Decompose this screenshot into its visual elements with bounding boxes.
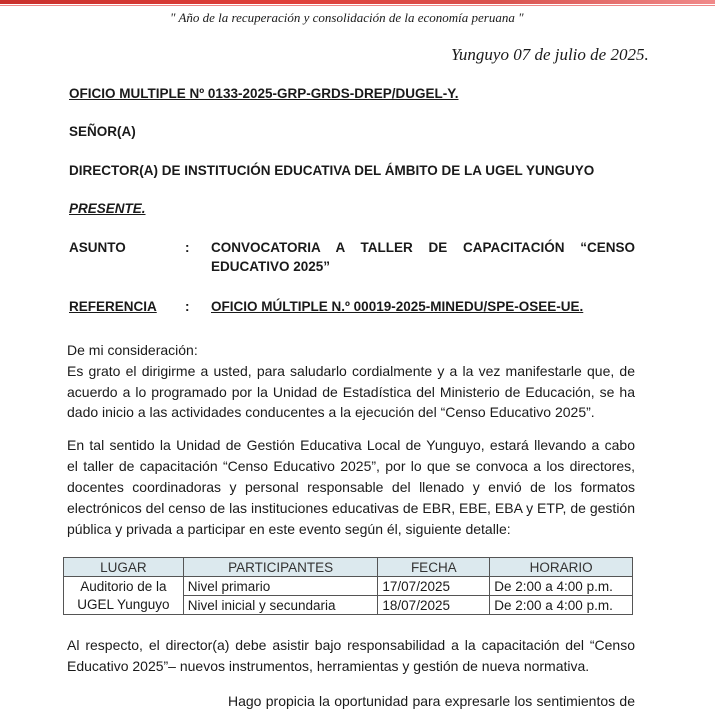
paragraph2-line: docentes coordinadoras y personal respon… [67, 479, 635, 495]
paragraph3-line: Educativo 2025”– nuevos instrumentos, he… [67, 658, 590, 674]
paragraph2-line: el taller de capacitación “Censo Educati… [67, 458, 635, 474]
asunto-sep: : [185, 240, 190, 255]
referencia-sep: : [185, 299, 190, 314]
date-line: Yunguyo 07 de julio de 2025. [451, 45, 649, 64]
asunto-line2: EDUCATIVO 2025” [211, 259, 331, 274]
paragraph2-line: En tal sentido la Unidad de Gestión Educ… [67, 437, 635, 453]
letterhead-line [0, 5, 715, 6]
recipient: DIRECTOR(A) DE INSTITUCIÓN EDUCATIVA DEL… [69, 163, 595, 178]
salutation: SEÑOR(A) [69, 124, 136, 139]
table-header-row: LUGAR PARTICIPANTES FECHA HORARIO [63, 557, 633, 577]
header-participantes: PARTICIPANTES [182, 557, 379, 577]
paragraph2-line: electrónicos del censo de las institucio… [67, 500, 635, 516]
table-row: Auditorio de la Nivel primario 17/07/202… [63, 576, 633, 596]
paragraph1-line: Es grato el dirigirme a usted, para salu… [67, 363, 635, 379]
header-fecha: FECHA [377, 557, 491, 577]
cell-lugar-line1: Auditorio de la [63, 576, 184, 596]
referencia-value: OFICIO MÚLTIPLE N.º 00019-2025-MINEDU/SP… [211, 299, 584, 314]
cell-fecha: 17/07/2025 [377, 576, 491, 596]
table-row: UGEL Yunguyo Nivel inicial y secundaria … [63, 595, 633, 615]
cell-horario: De 2:00 a 4:00 p.m. [489, 595, 633, 615]
presente: PRESENTE. [69, 201, 146, 216]
closing: Hago propicia la oportunidad para expres… [228, 693, 635, 709]
asunto-line1: CONVOCATORIA A TALLER DE CAPACITACIÓN “C… [211, 240, 635, 255]
cell-lugar-line2: UGEL Yunguyo [63, 595, 184, 615]
oficio-number: OFICIO MULTIPLE Nº 0133-2025-GRP-GRDS-DR… [69, 86, 459, 101]
cell-participantes: Nivel inicial y secundaria [182, 595, 379, 615]
motto: " Año de la recuperación y consolidación… [170, 10, 524, 25]
paragraph1-line: dado inicio a las actividades conducente… [67, 404, 595, 420]
paragraph1-line: acuerdo a lo programado por la Unidad de… [67, 384, 635, 400]
paragraph3-line: Al respecto, el director(a) debe asistir… [67, 637, 635, 653]
referencia-label: REFERENCIA [69, 299, 157, 314]
cell-participantes: Nivel primario [182, 576, 379, 596]
header-horario: HORARIO [489, 557, 633, 577]
letterhead-band [0, 0, 715, 4]
paragraph2-line: pública y privada a participar en este e… [67, 521, 511, 537]
greeting: De mi consideración: [67, 342, 198, 358]
asunto-label: ASUNTO [69, 240, 126, 255]
cell-fecha: 18/07/2025 [377, 595, 491, 615]
header-lugar: LUGAR [63, 557, 184, 577]
schedule-table: LUGAR PARTICIPANTES FECHA HORARIO Audito… [63, 557, 633, 615]
cell-horario: De 2:00 a 4:00 p.m. [489, 576, 633, 596]
